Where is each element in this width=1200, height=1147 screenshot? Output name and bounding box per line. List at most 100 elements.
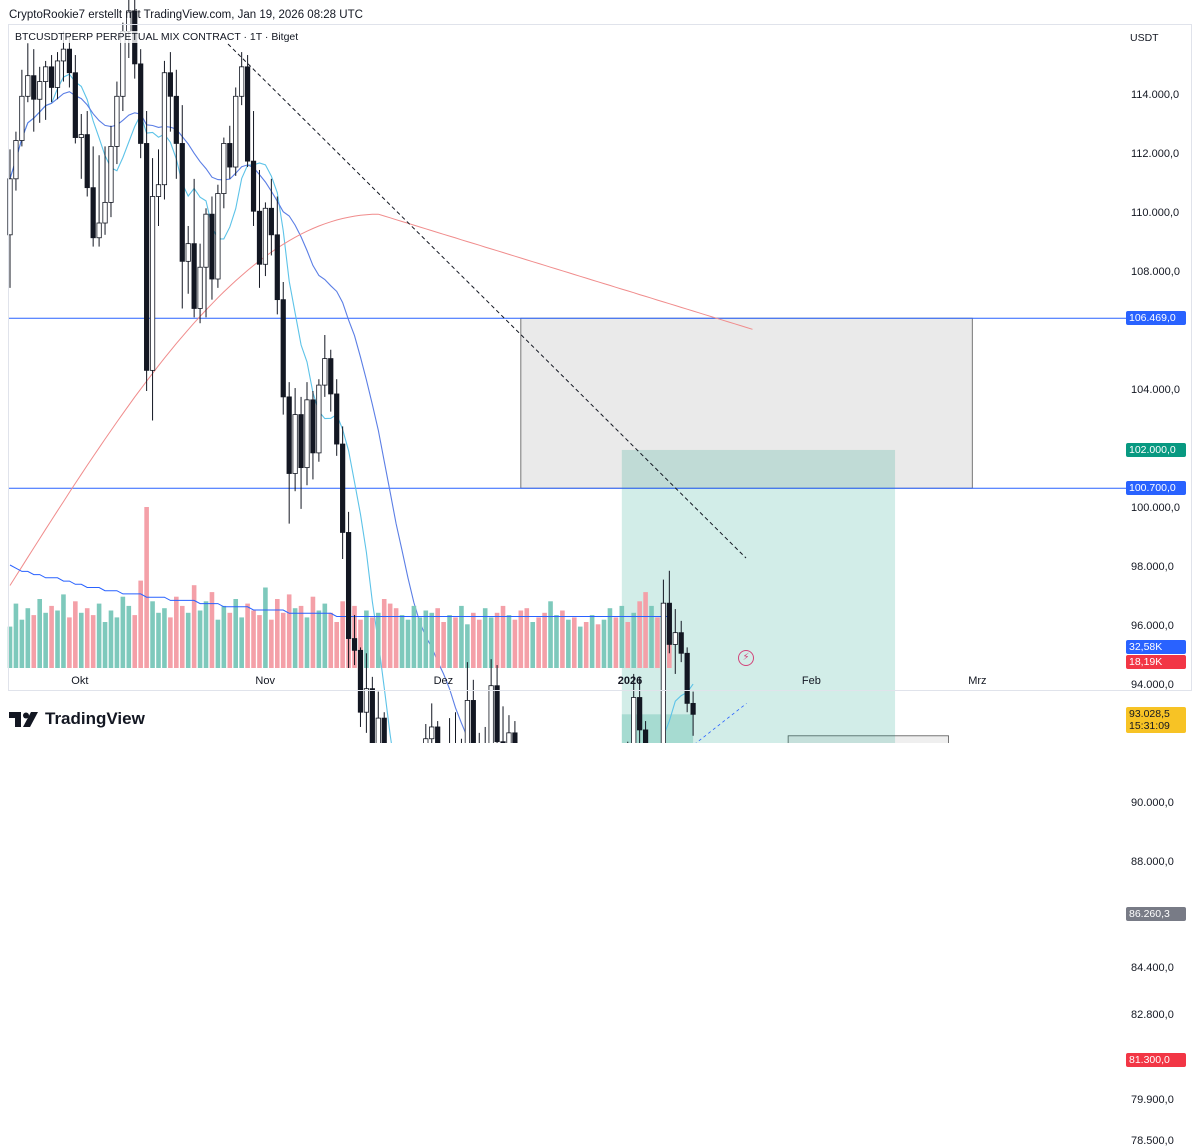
candle: [250, 111, 257, 226]
volume-bar: [114, 617, 120, 668]
candle-body: [173, 95, 179, 144]
brand-name: TradingView: [45, 709, 145, 728]
lightning-icon[interactable]: ⚡: [738, 650, 754, 666]
candle-body: [31, 75, 37, 100]
candle: [114, 81, 120, 165]
candle-body: [256, 210, 263, 265]
volume-ma-line: [9, 564, 670, 617]
volume-bar: [637, 601, 642, 668]
volume-tag: 18,19K: [1126, 655, 1186, 669]
volume-bar: [595, 624, 601, 668]
candle: [191, 178, 197, 318]
volume-bar: [405, 619, 411, 668]
price-tag: 86.260,3: [1126, 906, 1186, 921]
volume-bar: [560, 610, 565, 668]
volume-bar: [471, 612, 476, 668]
volume-bar: [500, 605, 506, 668]
candle-body: [167, 72, 173, 97]
candle: [144, 111, 150, 391]
candle-body: [209, 213, 215, 280]
candle-body: [262, 207, 269, 265]
candle: [375, 691, 381, 743]
candle-body: [66, 48, 72, 74]
time-tick-label: Feb: [801, 675, 821, 687]
volume-bar: [589, 615, 595, 668]
volume-bar: [19, 619, 25, 668]
candle-body: [60, 48, 67, 62]
volume-bar: [542, 612, 547, 668]
volume-bar: [84, 608, 90, 668]
volume-bar: [185, 612, 191, 668]
price-tick-label: 94.000,0: [1131, 678, 1174, 691]
candle: [167, 52, 173, 132]
candle: [369, 676, 375, 743]
volume-bar: [334, 622, 339, 668]
volume-bar: [423, 610, 429, 668]
candle: [304, 382, 310, 486]
volume-bar: [269, 619, 274, 668]
volume-bar: [96, 603, 102, 668]
candle: [351, 614, 358, 666]
time-tick-label: 2026: [617, 675, 643, 687]
candle-body: [672, 632, 678, 645]
volume-bar: [554, 615, 559, 668]
candle: [262, 202, 269, 277]
volume-bar: [322, 603, 328, 668]
tradingview-logo: TradingView: [9, 709, 145, 729]
volume-bar: [411, 605, 417, 668]
price-tick-label: 100.000,0: [1131, 501, 1180, 514]
candle-body: [161, 72, 168, 186]
candle-body: [90, 187, 96, 239]
volume-bar: [31, 615, 37, 668]
candle-body: [464, 700, 470, 743]
candle: [149, 158, 156, 421]
price-tick-label: 79.900,0: [1131, 1094, 1174, 1107]
candle: [185, 225, 191, 294]
candle-body: [286, 396, 292, 474]
currency-label[interactable]: USDT: [1130, 32, 1159, 44]
volume-bar: [263, 587, 268, 668]
candle: [155, 149, 162, 226]
candle-body: [84, 134, 90, 189]
candle: [363, 653, 370, 733]
volume-bar: [370, 617, 375, 668]
volume-bar: [435, 608, 440, 668]
volume-bar: [655, 617, 660, 668]
price-tick-label: 104.000,0: [1131, 384, 1180, 396]
candle-body: [316, 384, 322, 454]
volume-bar: [61, 594, 66, 668]
volume-bar: [316, 610, 322, 668]
volume-bar: [13, 603, 19, 668]
candle-body: [666, 602, 672, 645]
candle-body: [37, 81, 43, 100]
volume-bar: [126, 605, 132, 668]
long-position-tool: [621, 449, 896, 743]
volume-bar: [120, 596, 126, 668]
price-tag: 106.469,0: [1126, 311, 1186, 326]
candle: [316, 379, 322, 462]
candle: [280, 281, 286, 415]
candle: [455, 712, 456, 743]
volume-bar: [257, 615, 262, 668]
volume-tag: 32,58K: [1126, 640, 1186, 654]
volume-bar: [459, 605, 464, 668]
symbol-title[interactable]: BTCUSDTPERP PERPETUAL MIX CONTRACT · 1T …: [15, 31, 299, 43]
volume-bar: [132, 615, 138, 668]
candle: [244, 55, 251, 168]
candle: [637, 676, 643, 743]
volume-bar: [251, 610, 256, 668]
candle-body: [488, 685, 494, 743]
volume-bar: [358, 619, 363, 668]
volume-bar: [43, 612, 48, 668]
candle-body: [138, 63, 144, 144]
volume-bar: [340, 601, 345, 668]
price-chart[interactable]: [0, 0, 1200, 743]
candle-body: [310, 399, 316, 454]
take-profit-zone: [621, 449, 896, 743]
volume-bar: [417, 617, 423, 668]
volume-bar: [530, 622, 536, 668]
candle-body: [345, 532, 352, 639]
volume-bar: [138, 580, 143, 668]
time-tick-label: Mrz: [968, 675, 987, 687]
volume-bar: [577, 626, 583, 668]
